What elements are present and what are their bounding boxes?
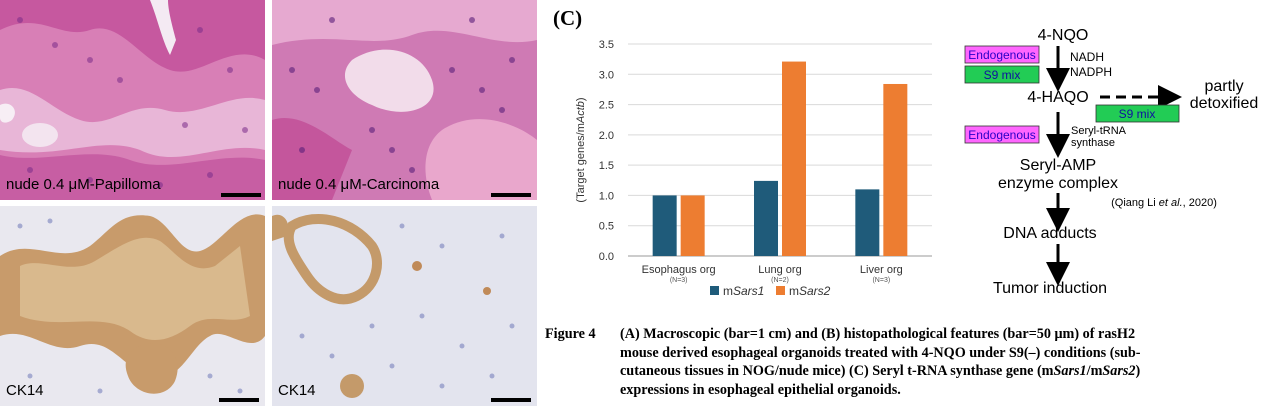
x-category-note: (N=2): [771, 277, 789, 284]
caption-line: mouse derived esophageal organoids treat…: [620, 344, 1141, 361]
partly-label: partly: [1204, 78, 1243, 95]
enzyme-line1: Seryl-tRNA: [1071, 125, 1127, 137]
cofactor-nadh: NADH: [1070, 50, 1104, 64]
panel-label: CK14: [6, 382, 44, 399]
x-category-label: Liver org: [860, 264, 903, 276]
y-tick-label: 3.5: [599, 39, 614, 51]
y-tick-label: 0.0: [599, 251, 614, 263]
chart-bars: [652, 61, 908, 257]
s9-mix-label: S9 mix: [984, 68, 1021, 82]
bar-msars2-lung: [782, 61, 806, 257]
bar-msars1-esophagus: [652, 195, 677, 256]
legend-label: mSars2: [789, 284, 831, 298]
y-tick-label: 1.0: [599, 190, 614, 202]
endogenous-box-2: [964, 125, 1040, 144]
step-4nqo: 4-NQO: [1038, 27, 1089, 44]
scale-bar: [491, 398, 531, 402]
histology-panel-carcinoma: nude 0.4 μM-Carcinoma: [272, 0, 537, 200]
x-category-label: Lung org: [758, 264, 801, 276]
scale-bar: [491, 193, 531, 197]
bar-msars2-liver: [883, 83, 908, 256]
caption-lead: Figure 4: [545, 326, 596, 342]
figure-c-label: (C): [553, 6, 583, 30]
endogenous-label-2: Endogenous: [968, 128, 1035, 142]
caption-line: (A) Macroscopic (bar=1 cm) and (B) histo…: [620, 326, 1136, 342]
ihc-panel-ck14-carcinoma: CK14: [272, 206, 537, 406]
x-category-note: (N=3): [872, 277, 890, 284]
ck14-stain-image: [272, 206, 537, 406]
step-tumor-induction: Tumor induction: [993, 280, 1107, 297]
step-dna-adducts: DNA adducts: [1003, 225, 1096, 242]
y-tick-label: 2.5: [599, 100, 614, 112]
he-stain-image: [272, 0, 537, 200]
x-category-label: Esophagus org: [642, 264, 716, 276]
bar-chart: 0.0 0.5 1.0 1.5 2.0 2.5 3.0 3.5 (Target genes/mA…: [575, 39, 932, 298]
y-tick-label: 1.5: [599, 160, 614, 172]
y-axis-label: (Target genes/mActb): [575, 97, 587, 202]
chart-grid: [628, 43, 932, 257]
histology-panel-papilloma: nude 0.4 μM-Papilloma: [0, 0, 265, 200]
pathway-diagram: 4-NQO Endogenous S9 mix NADH NADPH 4-HAQ…: [964, 27, 1259, 297]
s9-mix-box-2: [1095, 104, 1180, 123]
ihc-panel-ck14-papilloma: CK14: [0, 206, 265, 406]
step-seryl-amp: Seryl-AMP: [1020, 157, 1096, 174]
he-stain-image: [0, 0, 265, 200]
s9-mix-box: [964, 65, 1040, 84]
bar-msars1-liver: [855, 189, 880, 256]
step-4haqo: 4-HAQO: [1027, 89, 1088, 106]
y-tick-label: 0.5: [599, 221, 614, 233]
caption-line: expressions in esophageal epithelial org…: [620, 381, 901, 398]
scale-bar: [221, 193, 261, 197]
caption-line: cutaneous tissues in NOG/nude mice) (C) …: [620, 363, 1141, 380]
scale-bar: [219, 398, 259, 402]
x-category-note: (N=3): [670, 277, 688, 284]
legend-swatch: [776, 286, 785, 295]
legend-label: mSars1: [723, 284, 764, 298]
bar-msars1-lung: [754, 180, 778, 256]
enzyme-line2: synthase: [1071, 137, 1115, 149]
ck14-stain-image: [0, 206, 265, 406]
panel-label: nude 0.4 μM-Papilloma: [6, 176, 161, 193]
citation: (Qiang Li et al., 2020): [1111, 197, 1217, 209]
step-enzyme-complex: enzyme complex: [998, 175, 1118, 192]
panel-label: nude 0.4 μM-Carcinoma: [278, 176, 440, 193]
detoxified-label: detoxified: [1190, 95, 1259, 112]
endogenous-box: [964, 45, 1040, 64]
legend-swatch: [710, 286, 719, 295]
y-tick-label: 2.0: [599, 130, 614, 142]
cofactor-nadph: NADPH: [1070, 65, 1112, 79]
chart-text: 0.0 0.5 1.0 1.5 2.0 2.5 3.0 3.5 (Target genes/mA…: [575, 39, 903, 298]
endogenous-label: Endogenous: [968, 48, 1035, 62]
y-tick-label: 3.0: [599, 69, 614, 81]
s9-mix-label-2: S9 mix: [1119, 107, 1156, 121]
bar-msars2-esophagus: [680, 195, 705, 256]
panel-label: CK14: [278, 382, 316, 399]
